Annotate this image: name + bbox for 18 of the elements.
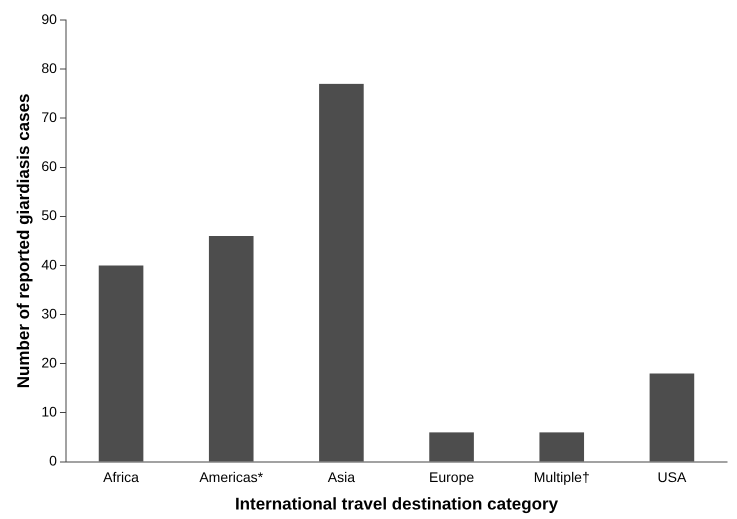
y-tick-label: 30 (41, 305, 58, 322)
y-tick-label: 0 (49, 452, 58, 469)
y-tick-label: 20 (41, 354, 58, 370)
y-axis-title: Number of reported giardiasis cases (14, 94, 33, 388)
x-tick-label: Multiple† (534, 469, 590, 486)
y-tick-label: 90 (41, 10, 58, 27)
y-tick-label: 80 (41, 60, 58, 76)
y-tick-label: 40 (41, 256, 58, 272)
x-axis-title: International travel destination category (234, 494, 559, 514)
x-tick-label: USA (658, 469, 687, 486)
x-tick-label: Europe (428, 469, 474, 486)
y-tick-label: 10 (41, 404, 58, 420)
y-tick-label: 70 (41, 109, 58, 126)
y-tick-label: 50 (41, 207, 58, 224)
x-tick-label: Asia (328, 469, 356, 486)
x-tick-label: Africa (103, 469, 140, 486)
x-tick-label: Americas* (199, 469, 264, 486)
y-tick-label: 60 (41, 158, 58, 174)
